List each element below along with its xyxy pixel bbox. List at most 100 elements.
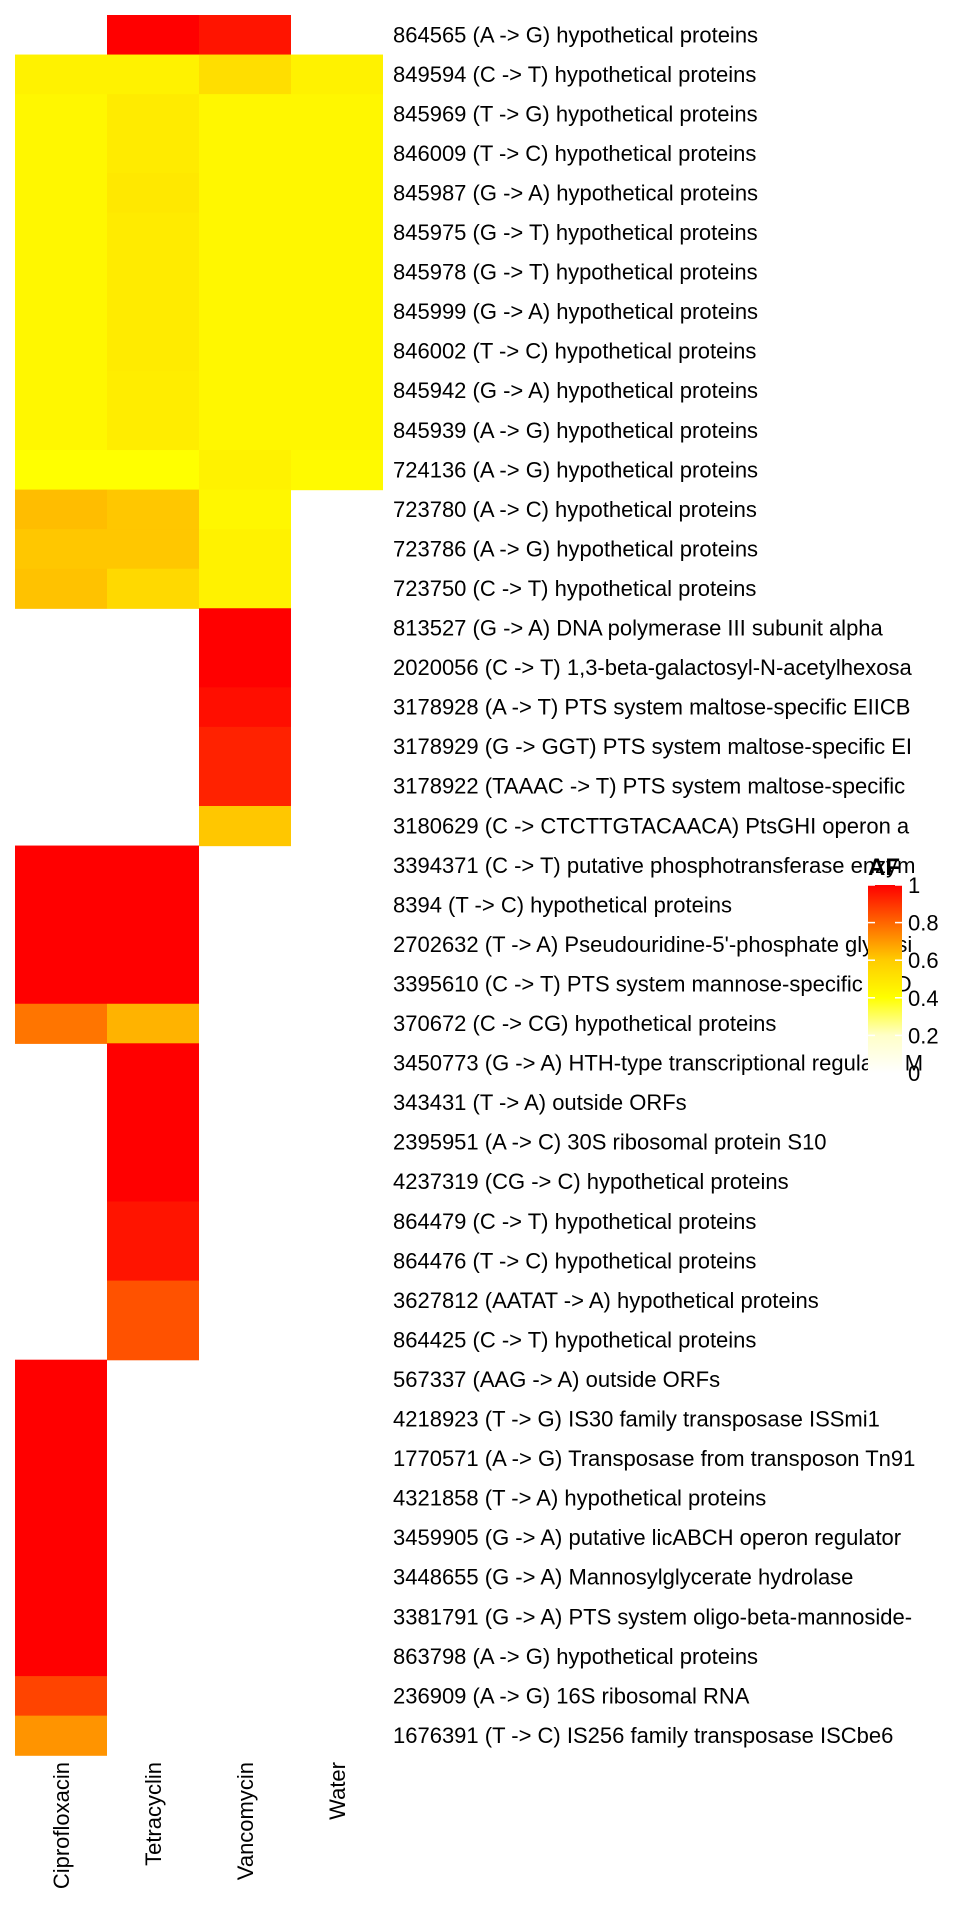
heatmap-cell [291,173,383,214]
heatmap-cells [15,15,383,1756]
heatmap-cell [107,331,199,372]
legend-tick-label: 0.6 [908,948,939,973]
heatmap-cell [107,54,199,95]
heatmap-cell [291,133,383,174]
heatmap-cell [15,845,107,886]
heatmap-cell [291,331,383,372]
row-label: 723786 (A -> G) hypothetical proteins [393,536,758,561]
heatmap-cell [15,450,107,491]
row-label: 849594 (C -> T) hypothetical proteins [393,62,756,87]
heatmap-cell [291,252,383,293]
heatmap-cell [15,173,107,214]
row-label: 3459905 (G -> A) putative licABCH operon… [393,1525,901,1550]
row-label: 864425 (C -> T) hypothetical proteins [393,1327,756,1352]
heatmap-cell [199,291,291,332]
heatmap-cell [107,450,199,491]
heatmap-cell [15,1715,107,1756]
heatmap-cell [15,1399,107,1440]
heatmap-cell [291,54,383,95]
heatmap-cell [107,252,199,293]
legend-ticks: 0 0.2 0.4 0.6 0.8 1 [868,873,939,1086]
row-label: 2702632 (T -> A) Pseudouridine-5'-phosph… [393,932,912,957]
heatmap-cell [291,94,383,135]
heatmap-cell [107,964,199,1005]
heatmap-cell [291,291,383,332]
row-label: 370672 (C -> CG) hypothetical proteins [393,1011,776,1036]
heatmap-cell [107,1122,199,1163]
row-label: 845939 (A -> G) hypothetical proteins [393,418,758,443]
row-label: 724136 (A -> G) hypothetical proteins [393,457,758,482]
heatmap-cell [199,370,291,412]
heatmap-cell [199,450,291,491]
legend-tick-label: 0 [908,1061,920,1086]
row-label: 846002 (T -> C) hypothetical proteins [393,339,756,364]
heatmap-cell [199,252,291,293]
row-label: 845999 (G -> A) hypothetical proteins [393,299,758,324]
heatmap-cell [15,529,107,570]
heatmap-cell [291,212,383,253]
heatmap-cell [199,726,291,768]
heatmap-cell [291,410,383,451]
heatmap-cell [107,173,199,214]
heatmap-cell [107,924,199,965]
row-label: 3381791 (G -> A) PTS system oligo-beta-m… [393,1604,912,1629]
column-label: Vancomycin [233,1762,258,1880]
row-label: 1770571 (A -> G) Transposase from transp… [393,1446,915,1471]
heatmap-cell [199,766,291,807]
color-legend: 0 0.2 0.4 0.6 0.8 1 AF [868,854,939,1086]
row-label: 846009 (T -> C) hypothetical proteins [393,141,756,166]
legend-tick-label: 0.4 [908,986,939,1011]
heatmap-cell [107,885,199,926]
row-label: 863798 (A -> G) hypothetical proteins [393,1644,758,1669]
row-label: 567337 (AAG -> A) outside ORFs [393,1367,720,1392]
heatmap-cell [15,1517,107,1559]
heatmap-cell [15,885,107,926]
heatmap-cell [15,331,107,372]
heatmap-cell [199,647,291,688]
row-label: 845987 (G -> A) hypothetical proteins [393,180,758,205]
heatmap-cell [107,291,199,332]
heatmap-cell [107,94,199,135]
legend-tick-label: 0.2 [908,1023,939,1048]
heatmap-cell [107,1161,199,1203]
heatmap-cell [15,1636,107,1677]
heatmap-cell [107,1082,199,1123]
heatmap-cell [199,94,291,135]
row-label: 864565 (A -> G) hypothetical proteins [393,22,758,47]
heatmap-cell [199,15,291,56]
column-label: Ciprofloxacin [49,1762,74,1889]
heatmap-cell [199,331,291,372]
heatmap-cell [107,1280,199,1321]
heatmap-cell [15,370,107,412]
heatmap-cell [107,568,199,609]
heatmap-cell [15,489,107,530]
heatmap-cell [199,212,291,253]
heatmap-cell [15,1438,107,1479]
heatmap-cell [15,94,107,135]
heatmap-cell [107,1201,199,1242]
heatmap-cell [107,410,199,451]
row-label: 845942 (G -> A) hypothetical proteins [393,378,758,403]
row-label: 3180629 (C -> CTCTTGTACAACA) PtsGHI oper… [393,813,910,838]
heatmap-cell [199,489,291,530]
heatmap-cell [15,1003,107,1044]
heatmap-cell [107,845,199,886]
heatmap-cell [199,568,291,609]
heatmap-cell [199,410,291,451]
row-label: 3450773 (G -> A) HTH-type transcriptiona… [393,1051,923,1076]
heatmap-cell [15,410,107,451]
heatmap-cell [199,608,291,649]
heatmap-cell [107,133,199,174]
row-label: 864476 (T -> C) hypothetical proteins [393,1248,756,1273]
heatmap-cell [107,1320,199,1361]
row-label: 864479 (C -> T) hypothetical proteins [393,1209,756,1234]
heatmap-cell [15,291,107,332]
row-label: 3178928 (A -> T) PTS system maltose-spec… [393,695,910,720]
heatmap-cell [107,1003,199,1044]
row-label: 3178922 (TAAAC -> T) PTS system maltose-… [393,774,905,799]
heatmap-cell [15,1676,107,1717]
legend-color-bar [868,885,902,1073]
heatmap-cell [199,687,291,728]
column-label: Water [325,1762,350,1820]
